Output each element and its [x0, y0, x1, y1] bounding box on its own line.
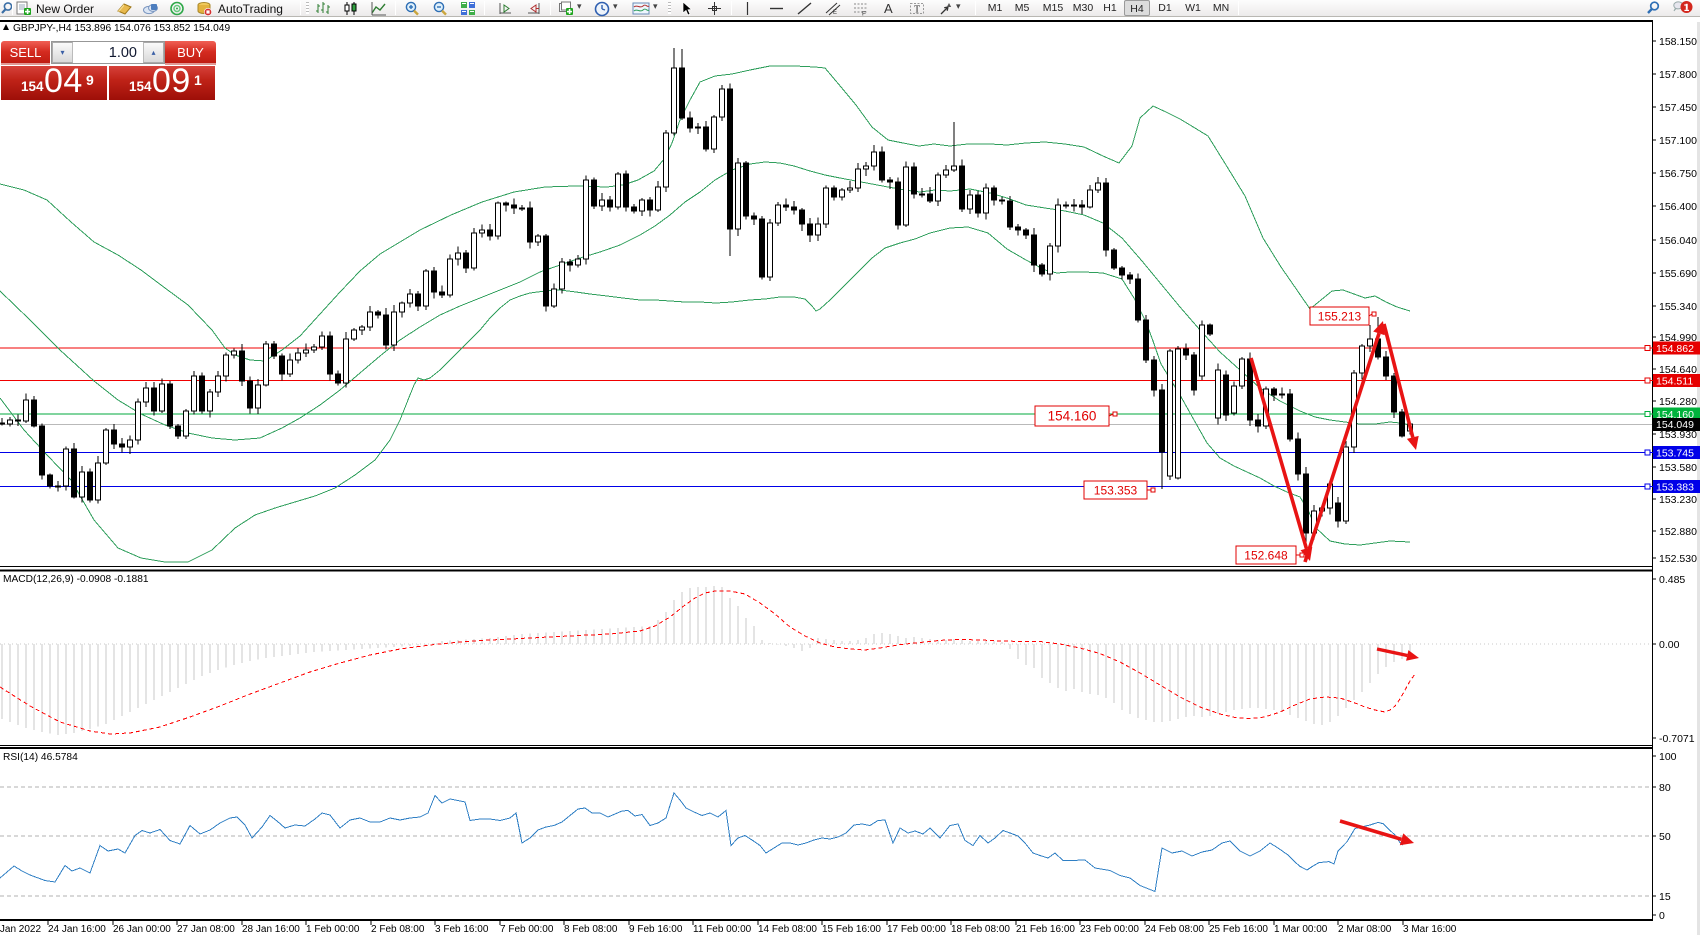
svg-text:2 Feb 08:00: 2 Feb 08:00: [371, 924, 425, 935]
svg-text:3 Mar 16:00: 3 Mar 16:00: [1403, 924, 1457, 935]
svg-text:152.530: 152.530: [1659, 553, 1697, 565]
svg-text:157.800: 157.800: [1659, 69, 1697, 81]
svg-text:11 Feb 00:00: 11 Feb 00:00: [693, 924, 752, 935]
svg-text:153.745: 153.745: [1656, 448, 1694, 460]
svg-text:21 Jan 2022: 21 Jan 2022: [0, 924, 41, 935]
svg-text:154.160: 154.160: [1048, 409, 1097, 424]
svg-text:GBPJPY-,H4 153.896 154.076 15: GBPJPY-,H4 153.896 154.076 153.852 154.0…: [13, 23, 230, 34]
svg-text:156.400: 156.400: [1659, 201, 1697, 213]
svg-text:152.648: 152.648: [1244, 549, 1288, 563]
svg-text:15: 15: [1659, 891, 1671, 903]
svg-text:E: E: [833, 10, 837, 16]
svg-text:18 Feb 08:00: 18 Feb 08:00: [951, 924, 1010, 935]
svg-text:155.213: 155.213: [1318, 310, 1362, 324]
svg-text:157.100: 157.100: [1659, 135, 1697, 147]
svg-text:154.049: 154.049: [1656, 419, 1694, 431]
svg-text:153.230: 153.230: [1659, 494, 1697, 506]
svg-text:155.690: 155.690: [1659, 268, 1697, 280]
svg-text:17 Feb 00:00: 17 Feb 00:00: [887, 924, 946, 935]
svg-text:27 Jan 08:00: 27 Jan 08:00: [177, 924, 235, 935]
svg-text:154.280: 154.280: [1659, 396, 1697, 408]
svg-text:23 Feb 00:00: 23 Feb 00:00: [1080, 924, 1139, 935]
svg-text:80: 80: [1659, 782, 1671, 794]
svg-text:F: F: [862, 11, 866, 17]
svg-text:0.485: 0.485: [1659, 574, 1685, 586]
svg-text:50: 50: [1659, 831, 1671, 843]
svg-text:153.580: 153.580: [1659, 462, 1697, 474]
svg-text:0.00: 0.00: [1659, 639, 1680, 651]
svg-text:MACD(12,26,9) -0.0908 -0.1881: MACD(12,26,9) -0.0908 -0.1881: [3, 574, 149, 585]
svg-text:156.040: 156.040: [1659, 235, 1697, 247]
svg-text:152.880: 152.880: [1659, 526, 1697, 538]
svg-text:157.450: 157.450: [1659, 102, 1697, 114]
svg-text:7 Feb 00:00: 7 Feb 00:00: [500, 924, 554, 935]
svg-text:100: 100: [1659, 751, 1677, 763]
svg-text:25 Feb 16:00: 25 Feb 16:00: [1209, 924, 1268, 935]
svg-text:153.353: 153.353: [1094, 484, 1138, 498]
svg-text:156.750: 156.750: [1659, 168, 1697, 180]
svg-text:21 Feb 16:00: 21 Feb 16:00: [1016, 924, 1075, 935]
svg-text:155.340: 155.340: [1659, 301, 1697, 313]
svg-text:14 Feb 08:00: 14 Feb 08:00: [758, 924, 817, 935]
svg-text:1 Feb 00:00: 1 Feb 00:00: [306, 924, 360, 935]
svg-text:-0.7071: -0.7071: [1659, 733, 1695, 745]
svg-text:26 Jan 00:00: 26 Jan 00:00: [113, 924, 171, 935]
svg-text:3 Feb 16:00: 3 Feb 16:00: [435, 924, 489, 935]
svg-text:1 Mar 00:00: 1 Mar 00:00: [1274, 924, 1328, 935]
svg-text:24 Feb 08:00: 24 Feb 08:00: [1145, 924, 1204, 935]
svg-text:153.930: 153.930: [1659, 429, 1697, 441]
svg-text:24 Jan 16:00: 24 Jan 16:00: [48, 924, 106, 935]
svg-text:28 Jan 16:00: 28 Jan 16:00: [242, 924, 300, 935]
svg-text:RSI(14) 46.5784: RSI(14) 46.5784: [3, 752, 78, 763]
svg-text:8 Feb 08:00: 8 Feb 08:00: [564, 924, 618, 935]
svg-text:15 Feb 16:00: 15 Feb 16:00: [822, 924, 881, 935]
svg-text:2 Mar 08:00: 2 Mar 08:00: [1338, 924, 1392, 935]
svg-text:9 Feb 16:00: 9 Feb 16:00: [629, 924, 683, 935]
svg-text:154.640: 154.640: [1659, 364, 1697, 376]
svg-text:0: 0: [1659, 910, 1665, 922]
svg-text:T: T: [914, 5, 920, 16]
svg-text:154.862: 154.862: [1656, 343, 1694, 355]
svg-text:153.383: 153.383: [1656, 482, 1694, 494]
svg-text:154.511: 154.511: [1656, 376, 1693, 388]
svg-text:A: A: [884, 1, 893, 16]
svg-text:154.990: 154.990: [1659, 332, 1697, 344]
svg-text:158.150: 158.150: [1659, 36, 1697, 48]
